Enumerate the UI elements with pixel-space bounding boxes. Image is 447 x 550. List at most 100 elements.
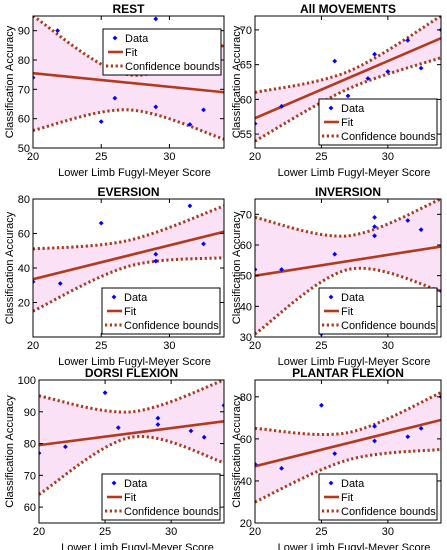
confidence-band xyxy=(33,16,224,140)
legend-label-bounds: Confidence bounds xyxy=(125,61,220,73)
y-axis-label: Classification Accuracy xyxy=(231,395,243,508)
legend-data-symbol xyxy=(328,294,334,300)
legend: Data Fit Confidence bounds xyxy=(102,28,222,76)
lower-bound-curve xyxy=(33,256,224,313)
x-tick-label: 20 xyxy=(27,151,39,163)
y-tick-label: 70 xyxy=(240,209,252,221)
x-tick-label: 20 xyxy=(249,526,261,538)
plot-area xyxy=(255,16,441,143)
x-axis-label: Lower Limb Fugyl-Meyer Score xyxy=(278,356,431,368)
data-point xyxy=(372,233,377,239)
chart-title: INVERSION xyxy=(315,185,381,199)
axes-box xyxy=(32,15,225,149)
legend: Data Fit Confidence bounds xyxy=(101,473,221,521)
x-axis-label: Lower Limb Fugyl-Meyer Score xyxy=(278,167,431,179)
chart-title: EVERSION xyxy=(97,185,159,199)
data-point xyxy=(153,104,159,110)
legend-data-symbol xyxy=(328,480,334,486)
x-tick-label: 20 xyxy=(249,151,261,163)
x-axis-label: Lower Limb Fugyl-Meyer Score xyxy=(61,542,214,550)
plot-area xyxy=(33,203,224,313)
data-point xyxy=(55,28,60,34)
data-point xyxy=(39,450,42,456)
x-tick-label: 20 xyxy=(249,340,261,352)
panel-1: 20 25 30 50 60 70 80 90 REST Lower Limb Fugyl-Mey… xyxy=(4,2,225,179)
data-point xyxy=(201,241,206,247)
y-axis-label: Classification Accuracy xyxy=(4,25,16,138)
data-point xyxy=(188,428,194,434)
panel-5: 20 25 30 60 70 80 90 100 DORSI FLEXION Lower Limb… xyxy=(4,366,225,550)
data-point xyxy=(438,288,441,294)
y-tick-label: 60 xyxy=(240,240,252,252)
x-tick-label: 20 xyxy=(33,526,45,538)
legend-label-fit: Fit xyxy=(341,492,353,504)
y-tick-label: 90 xyxy=(18,26,30,38)
data-point xyxy=(98,119,104,124)
y-tick-label: 80 xyxy=(18,194,30,206)
lower-bound-curve xyxy=(255,447,441,504)
legend-data-symbol xyxy=(112,35,118,41)
x-axis-label: Lower Limb Fugyl-Meyer Score xyxy=(58,167,211,179)
fit-line xyxy=(33,230,224,281)
data-point xyxy=(33,75,36,80)
data-point xyxy=(187,203,193,209)
x-axis-label: Lower Limb Fugyl-Meyer Score xyxy=(58,356,211,368)
data-point xyxy=(153,251,159,257)
y-tick-label: 90 xyxy=(24,407,36,419)
upper-bound-curve xyxy=(33,204,224,251)
data-point xyxy=(418,425,424,431)
x-tick-label: 30 xyxy=(163,340,175,352)
legend-label-fit: Fit xyxy=(124,306,136,318)
panel-3: 20 25 30 20 40 60 80 EVERSION Lower Limb Fugyl-M… xyxy=(4,185,225,368)
legend-label-fit: Fit xyxy=(341,306,353,318)
plot-area xyxy=(255,391,441,504)
legend-label-bounds: Confidence bounds xyxy=(341,131,436,143)
y-axis-label: Classification Accuracy xyxy=(231,211,243,324)
lower-bound-curve xyxy=(39,435,224,496)
legend-data-symbol xyxy=(111,294,117,300)
data-point xyxy=(279,267,284,272)
data-point xyxy=(112,95,118,101)
data-point xyxy=(418,227,424,233)
y-tick-label: 70 xyxy=(240,25,252,37)
y-tick-label: 60 xyxy=(240,94,252,106)
y-tick-label: 65 xyxy=(240,60,252,72)
data-point xyxy=(405,218,411,223)
data-point xyxy=(221,403,224,408)
fit-line xyxy=(255,37,441,120)
data-point xyxy=(319,402,324,408)
data-point xyxy=(279,103,284,109)
data-point xyxy=(345,93,351,99)
chart-title: All MOVEMENTS xyxy=(300,2,396,16)
data-point xyxy=(372,438,377,444)
x-tick-label: 30 xyxy=(382,526,394,538)
confidence-band xyxy=(39,380,224,495)
data-point xyxy=(155,415,161,421)
confidence-band xyxy=(255,199,441,334)
data-point xyxy=(153,16,159,22)
legend-label-data: Data xyxy=(341,292,365,304)
y-tick-label: 60 xyxy=(240,434,252,446)
plot-area xyxy=(255,199,441,337)
y-tick-label: 20 xyxy=(240,518,252,530)
data-point xyxy=(155,422,161,427)
chart-title: REST xyxy=(112,2,145,16)
lower-bound-curve xyxy=(255,266,441,336)
legend-label-bounds: Confidence bounds xyxy=(124,506,219,518)
panel-4: 20 25 30 30 40 50 60 70 INVERSION Lower Limb Fugy… xyxy=(231,185,442,368)
confidence-band xyxy=(255,392,441,502)
x-tick-label: 30 xyxy=(382,340,394,352)
data-point xyxy=(102,390,108,396)
x-tick-label: 25 xyxy=(95,151,107,163)
y-tick-label: 60 xyxy=(24,502,36,514)
legend-label-bounds: Confidence bounds xyxy=(124,320,219,332)
y-tick-label: 50 xyxy=(240,271,252,283)
legend-label-data: Data xyxy=(341,103,365,115)
panel-6: 20 25 30 20 40 60 80 PLANTAR FLEXION Lower Limb … xyxy=(231,366,442,550)
legend: Data Fit Confidence bounds xyxy=(318,473,438,521)
y-tick-label: 80 xyxy=(24,439,36,451)
fit-line xyxy=(255,418,441,468)
x-tick-label: 30 xyxy=(163,151,175,163)
data-point xyxy=(372,423,377,429)
legend-label-data: Data xyxy=(125,33,149,45)
